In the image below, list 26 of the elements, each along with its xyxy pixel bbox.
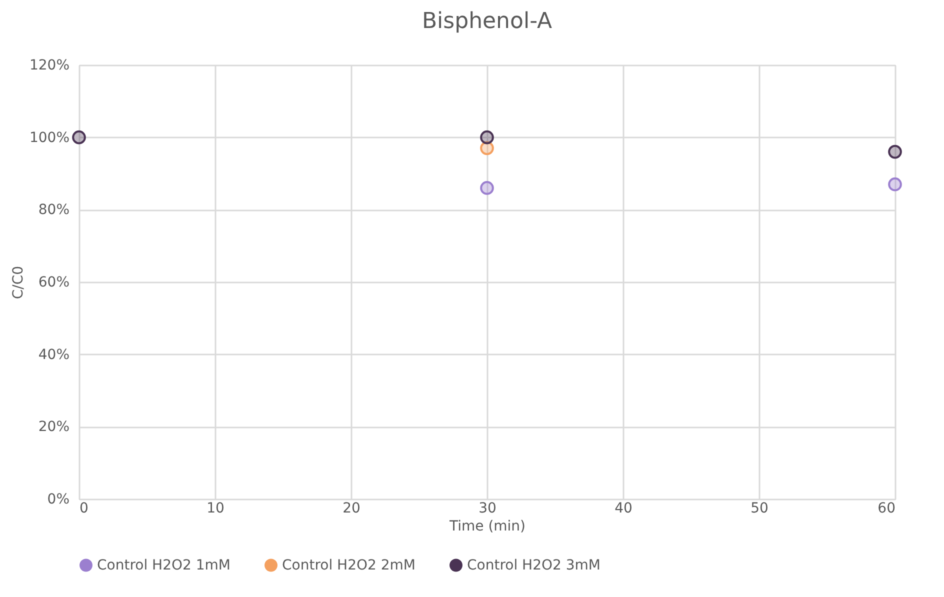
y-tick-label: 100% <box>29 130 70 146</box>
y-tick-label: 0% <box>47 492 70 508</box>
legend-label: Control H2O2 1mM <box>97 557 230 574</box>
x-tick-label: 40 <box>614 500 632 516</box>
point <box>72 130 86 144</box>
x-tick-label: 30 <box>478 500 496 516</box>
y-tick-label: 40% <box>38 346 70 363</box>
y-axis-title: C/C0 <box>10 266 26 300</box>
chart-title: Bisphenol-A <box>422 9 552 34</box>
x-tick-label: 10 <box>206 500 224 516</box>
y-tick-label: 20% <box>38 419 70 436</box>
y-tick-label: 60% <box>38 274 70 290</box>
x-axis-title: Time (min) <box>448 518 526 534</box>
x-tick-label: 0 <box>80 500 88 516</box>
legend-label: Control H2O2 2mM <box>282 557 416 574</box>
point <box>888 177 902 192</box>
point <box>480 181 494 195</box>
y-tick-label: 80% <box>38 202 70 218</box>
x-tick-label: 20 <box>342 500 360 516</box>
y-tick-label: 120% <box>29 58 70 74</box>
x-tick-label: 50 <box>750 500 768 516</box>
legend-label: Control H2O2 3mM <box>467 557 600 574</box>
x-tick-label: 60 <box>878 500 896 516</box>
point <box>480 141 494 156</box>
point <box>480 130 494 144</box>
point <box>888 144 902 159</box>
